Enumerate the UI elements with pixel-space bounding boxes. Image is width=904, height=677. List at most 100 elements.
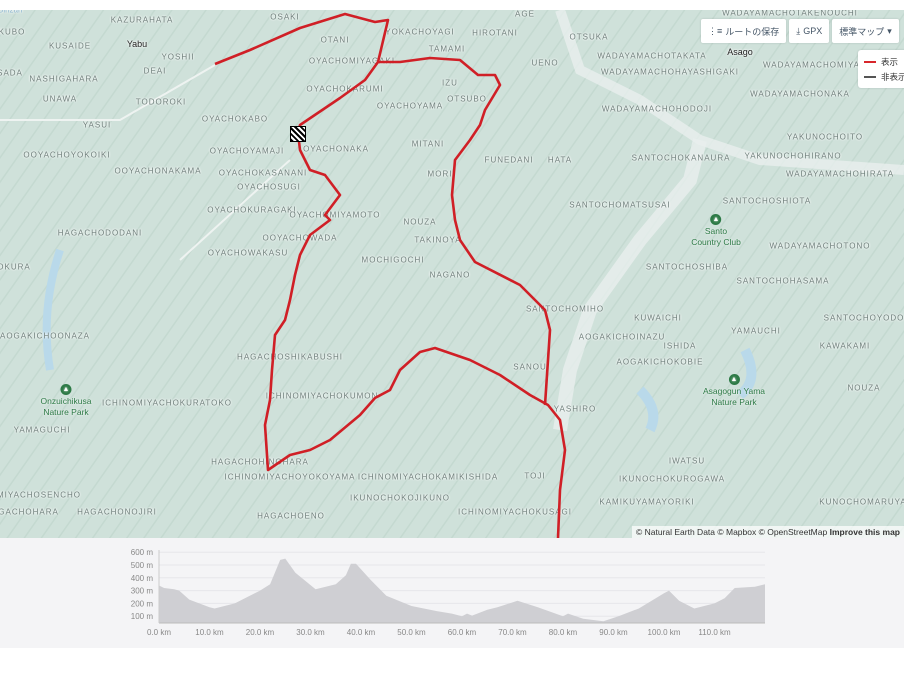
place-label: UENO (531, 58, 559, 68)
x-tick-label: 40.0 km (347, 628, 376, 637)
x-tick-label: 50.0 km (397, 628, 426, 637)
download-icon: ⤓ (796, 25, 801, 36)
x-tick-label: 10.0 km (195, 628, 224, 637)
route-segment[interactable] (214, 12, 390, 134)
place-label: YAKUNOCHOHIRANO (744, 151, 842, 161)
place-label: HAGACHODODANI (57, 228, 143, 238)
place-label: YASHIRO (553, 404, 597, 414)
place-label: WADAYAMACHOHIRATA (785, 169, 895, 179)
place-label: OTANI (320, 35, 350, 45)
map-style-dropdown[interactable]: 標準マップ ▾ (832, 19, 899, 43)
place-label: AOGAKICHOKOBIE (616, 357, 704, 367)
place-label: ICHINOMIYACHOSENCHO (0, 490, 81, 500)
place-label: TOJI (524, 471, 546, 481)
legend-shown[interactable]: 表示 (864, 54, 904, 69)
elevation-chart: 100 m 200 m 300 m 400 m 500 m 600 m 0.0 km 10.0… (131, 548, 765, 637)
place-label: OOYACHOYOKOIKI (23, 150, 111, 160)
place-label: MOCHIGOCHI (361, 255, 425, 265)
place-label: ICHINOMIYACHOKAMIKISHIDA (357, 472, 499, 482)
place-label: TAMAMI (428, 44, 466, 54)
place-label: NAGANO (429, 270, 471, 280)
place-label: Yabu (126, 39, 148, 49)
attribution-text[interactable]: © Natural Earth Data © Mapbox © OpenStre… (635, 527, 828, 537)
x-tick-label: 70.0 km (498, 628, 527, 637)
place-label: SANTOCHOSHIOTA (722, 196, 812, 206)
place-label: WADAYAMACHONAKA (750, 89, 850, 99)
place-label: ISHIDA (663, 341, 697, 351)
place-label: OOYACHOWADA (262, 233, 338, 243)
legend-hidden[interactable]: 非表示 (864, 69, 904, 84)
place-label: OYACHOKURAGAKI (207, 205, 297, 215)
place-label: SANTOCHOSHIBA (645, 262, 729, 272)
place-label: YAKUNOCHOITO (786, 132, 864, 142)
place-label: OYACHOKASANANI (218, 168, 308, 178)
route-segment[interactable] (263, 132, 567, 538)
place-label: KAZURAHATA (110, 15, 174, 25)
x-tick-label: 80.0 km (549, 628, 578, 637)
park-label[interactable]: ▲ Santo Country Club (691, 214, 741, 247)
place-label: HIROTANI (472, 28, 518, 38)
tree-icon: ▲ (728, 374, 740, 385)
place-label: IWATSU (668, 456, 706, 466)
legend-shown-label: 表示 (881, 56, 899, 67)
place-label: OYACHOKARUMI (306, 84, 384, 94)
place-label: WADAYAMACHOHODOJI (601, 104, 713, 114)
improve-map-link[interactable]: Improve this map (829, 527, 900, 537)
map[interactable]: KAZURAHATA KUBO KUSAIDE Yabu YOSHII DEAI SADA N… (0, 10, 904, 538)
place-label: YOKACHOYAGI (385, 27, 455, 37)
place-label: OYACHOKABO (201, 114, 269, 124)
place-label: SANTOCHOMATSUSAI (569, 200, 671, 210)
place-label: MITANI (411, 139, 445, 149)
place-label: AGE (515, 10, 535, 19)
tree-icon: ▲ (60, 384, 72, 395)
place-label: TAKINOYA (414, 235, 462, 245)
place-label: WADAYAMACHOTAKATA (597, 51, 707, 61)
route-legend: 表示 非表示 (858, 50, 904, 88)
place-label: ICHINOMIYACHOKUSAGI (458, 507, 572, 517)
place-label: KUBO (0, 27, 26, 37)
start-finish-flag-icon[interactable] (290, 126, 306, 142)
place-label: OYACHOMIYAGAKI (308, 56, 396, 66)
place-label: HAGACHOSHIKABUSHI (237, 352, 343, 362)
save-route-button[interactable]: ⋮≡ ルートの保存 (701, 19, 787, 43)
place-label: WADAYAMACHOMIYADA (762, 60, 874, 70)
place-label: MORI (427, 169, 453, 179)
place-label: NASHIGAHARA (29, 74, 99, 84)
place-label: SADA (0, 68, 23, 78)
place-label: HAGACHOENO (257, 511, 325, 521)
x-tick-label: 90.0 km (599, 628, 628, 637)
tree-icon: ▲ (710, 214, 722, 225)
place-label: IZU (442, 78, 458, 88)
place-label: HAGACHOHINOHARA (211, 457, 309, 467)
place-label: NOUZA (403, 217, 437, 227)
map-style-label: 標準マップ (839, 26, 885, 37)
y-tick-label: 300 m (131, 587, 154, 596)
place-label: SANTOCHOYODO (823, 313, 904, 323)
elevation-profile[interactable]: 100 m 200 m 300 m 400 m 500 m 600 m 0.0 km 10.0… (0, 538, 904, 648)
place-label: OKURA (0, 262, 31, 272)
park-label[interactable]: ▲ Onzuichikusa Nature Park (40, 384, 92, 417)
place-label: YOSHII (161, 52, 195, 62)
place-label: ICHINOMIYACHOYOKOYAMA (224, 472, 356, 482)
place-label: ICHINOMIYACHOKURATOKO (102, 398, 232, 408)
gray-line-swatch (864, 75, 876, 78)
place-label: KAWAKAMI (819, 341, 871, 351)
place-label: Lake Ginzan (0, 10, 23, 15)
legend-hidden-label: 非表示 (881, 71, 904, 82)
terrain (0, 10, 904, 538)
route-segment[interactable] (378, 56, 552, 406)
place-label: YASUI (82, 120, 112, 130)
place-label: OYACHOSUGI (237, 182, 301, 192)
route-line (214, 12, 567, 538)
gpx-download-button[interactable]: ⤓ GPX (789, 19, 830, 43)
x-tick-label: 30.0 km (296, 628, 325, 637)
park-label[interactable]: ▲ Asagogun Yama Nature Park (702, 374, 766, 407)
place-label: UNAWA (42, 94, 78, 104)
elevation-area (159, 558, 765, 623)
place-label: OYACHONAKA (303, 144, 369, 154)
place-label: DEAI (143, 66, 167, 76)
gpx-label: GPX (803, 26, 823, 36)
place-label: YAMAGUCHI (13, 425, 71, 435)
place-label: AOGAKICHOINAZU (578, 332, 666, 342)
place-label: SANTOCHOHASAMA (736, 276, 830, 286)
